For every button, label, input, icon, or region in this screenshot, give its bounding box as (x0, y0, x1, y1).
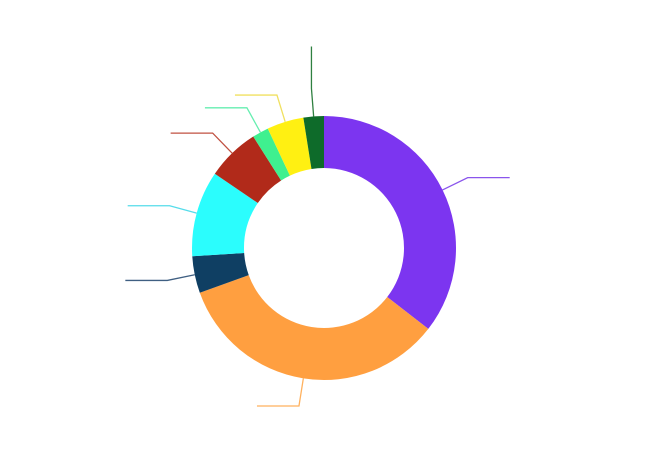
leader-line-7 (234, 94, 286, 123)
leader-lines (125, 46, 510, 407)
donut-slice-6 (253, 128, 290, 181)
donut-slice-2 (199, 275, 429, 381)
donut-slices (191, 116, 457, 381)
leader-line-3 (125, 274, 195, 282)
donut-slice-7 (267, 117, 312, 176)
donut-slice-5 (214, 136, 282, 204)
donut-slice-4 (191, 173, 258, 257)
leader-line-6 (204, 107, 261, 133)
donut-slice-3 (192, 253, 249, 293)
donut-slice-1 (324, 116, 457, 329)
donut-slice-8 (303, 116, 324, 169)
leader-line-2 (256, 378, 304, 407)
leader-line-8 (310, 46, 315, 117)
leader-line-4 (127, 205, 197, 214)
leader-line-5 (170, 132, 233, 154)
leader-line-1 (442, 176, 510, 191)
